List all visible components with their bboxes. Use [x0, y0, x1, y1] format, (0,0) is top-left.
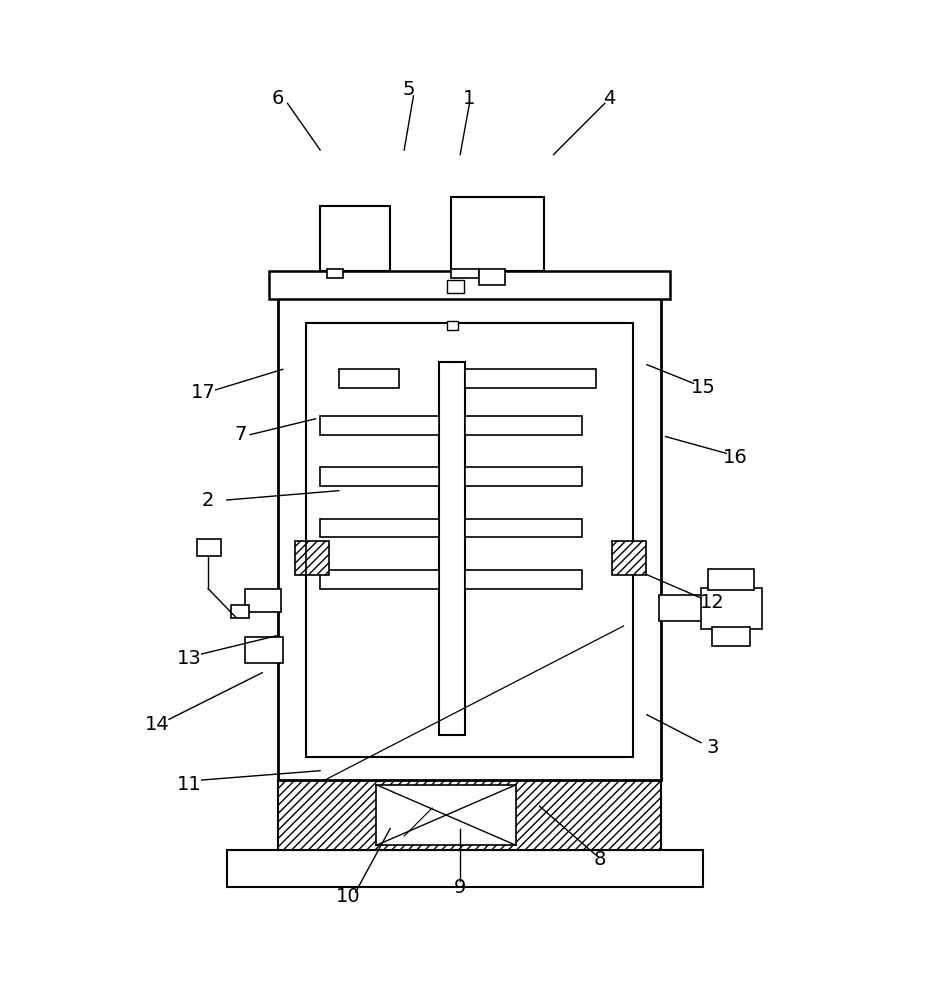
Bar — [320, 206, 391, 271]
Bar — [479, 269, 505, 285]
Bar — [245, 589, 281, 612]
Bar — [712, 627, 749, 646]
Text: 1: 1 — [463, 89, 476, 108]
Text: 14: 14 — [145, 715, 169, 734]
Bar — [197, 539, 222, 556]
Bar — [320, 416, 439, 435]
Text: 9: 9 — [454, 878, 467, 897]
Bar — [612, 541, 646, 575]
Text: 7: 7 — [235, 425, 247, 444]
Bar — [451, 197, 545, 271]
Bar — [320, 519, 439, 537]
Bar — [707, 569, 754, 590]
Bar — [701, 588, 762, 629]
Bar — [306, 323, 633, 757]
Text: 15: 15 — [690, 378, 716, 397]
Bar — [320, 570, 439, 589]
Bar — [465, 416, 581, 435]
Bar — [245, 637, 283, 663]
Bar — [278, 780, 661, 850]
Bar — [465, 369, 595, 388]
Bar — [465, 467, 581, 486]
Bar — [278, 295, 661, 780]
Text: 10: 10 — [336, 887, 361, 906]
Text: 11: 11 — [177, 775, 202, 794]
Bar — [269, 271, 670, 299]
Text: 4: 4 — [604, 89, 616, 108]
Bar — [377, 785, 516, 845]
Bar — [451, 269, 479, 278]
Bar — [227, 850, 703, 887]
Bar — [327, 269, 344, 278]
Text: 12: 12 — [700, 593, 725, 612]
Text: 5: 5 — [403, 80, 415, 99]
Bar — [659, 595, 704, 621]
Bar — [231, 605, 249, 618]
Bar — [447, 280, 464, 293]
Bar — [439, 362, 465, 735]
Bar — [447, 321, 458, 330]
Bar — [339, 369, 399, 388]
Text: 13: 13 — [177, 649, 202, 668]
Text: 17: 17 — [192, 383, 216, 402]
Text: 3: 3 — [706, 738, 718, 757]
Bar — [320, 467, 439, 486]
Bar — [465, 519, 581, 537]
Text: 8: 8 — [594, 850, 607, 869]
Text: 2: 2 — [202, 490, 214, 510]
Bar — [295, 541, 329, 575]
Bar — [465, 570, 581, 589]
Text: 16: 16 — [723, 448, 747, 467]
Text: 6: 6 — [272, 89, 285, 108]
